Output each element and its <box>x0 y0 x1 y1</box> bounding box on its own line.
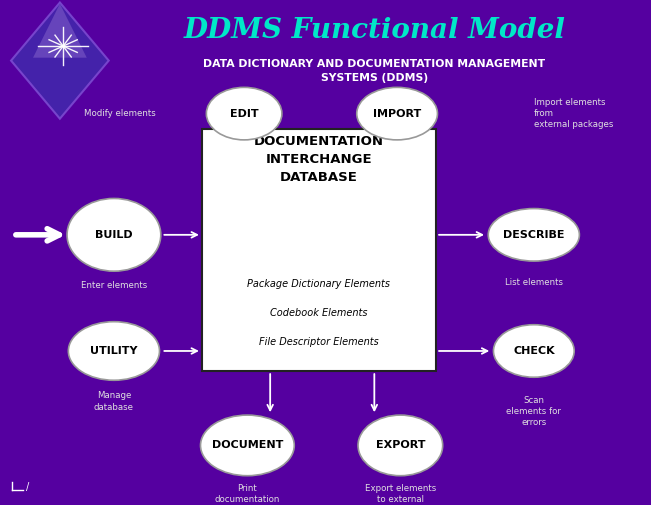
Ellipse shape <box>67 198 161 271</box>
Text: DESCRIBE: DESCRIBE <box>503 230 564 240</box>
Text: DOCUMENT: DOCUMENT <box>212 440 283 450</box>
Text: Print
documentation
products: Print documentation products <box>215 484 280 505</box>
Text: Scan
elements for
errors: Scan elements for errors <box>506 396 561 427</box>
Text: /: / <box>26 482 29 492</box>
Polygon shape <box>11 3 109 119</box>
Ellipse shape <box>493 325 574 377</box>
Ellipse shape <box>358 415 443 476</box>
Text: Codebook Elements: Codebook Elements <box>270 308 368 318</box>
Text: EXPORT: EXPORT <box>376 440 425 450</box>
Ellipse shape <box>68 322 159 380</box>
Text: File Descriptor Elements: File Descriptor Elements <box>259 337 379 347</box>
Text: Enter elements: Enter elements <box>81 281 147 290</box>
Text: List elements: List elements <box>505 278 563 287</box>
Ellipse shape <box>201 415 294 476</box>
Polygon shape <box>33 4 87 58</box>
Text: Export elements
to external
packages: Export elements to external packages <box>365 484 436 505</box>
Text: DATA DICTIONARY AND DOCUMENTATION MANAGEMENT
SYSTEMS (DDMS): DATA DICTIONARY AND DOCUMENTATION MANAGE… <box>203 59 546 83</box>
Text: BUILD: BUILD <box>95 230 133 240</box>
Ellipse shape <box>206 87 282 140</box>
Text: CHECK: CHECK <box>513 346 555 356</box>
Text: IMPORT: IMPORT <box>373 109 421 119</box>
Text: Modify elements: Modify elements <box>85 109 156 118</box>
Ellipse shape <box>357 87 437 140</box>
Text: Import elements
from
external packages: Import elements from external packages <box>534 98 613 129</box>
Text: Manage
database: Manage database <box>94 391 134 412</box>
Text: DOCUMENTATION
INTERCHANGE
DATABASE: DOCUMENTATION INTERCHANGE DATABASE <box>254 134 384 184</box>
FancyBboxPatch shape <box>202 129 436 371</box>
Ellipse shape <box>488 209 579 261</box>
Text: DDMS Functional Model: DDMS Functional Model <box>184 17 565 44</box>
Text: Package Dictionary Elements: Package Dictionary Elements <box>247 279 391 289</box>
Text: UTILITY: UTILITY <box>90 346 137 356</box>
Text: EDIT: EDIT <box>230 109 258 119</box>
